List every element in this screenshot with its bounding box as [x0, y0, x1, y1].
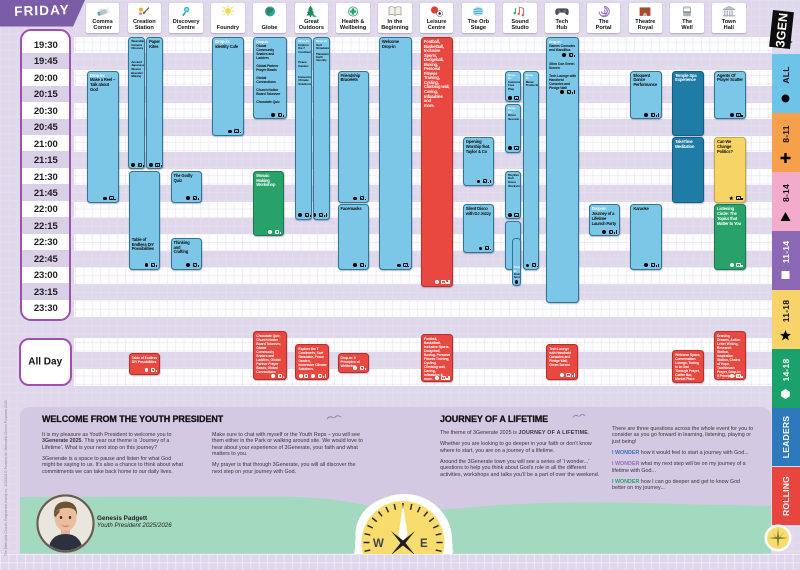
svg-text:W: W [373, 538, 384, 550]
svg-text:E: E [420, 538, 428, 550]
